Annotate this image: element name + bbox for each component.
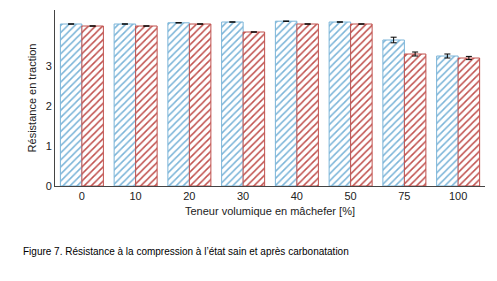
svg-text:2: 2 [46,100,52,112]
svg-text:30: 30 [237,190,249,202]
svg-text:Teneur volumique en mâchefer [: Teneur volumique en mâchefer [%] [185,205,355,217]
svg-text:0: 0 [79,190,85,202]
svg-text:1: 1 [46,140,52,152]
svg-text:100: 100 [449,190,467,202]
svg-text:20: 20 [183,190,195,202]
svg-text:Figure 7. Résistance à la comp: Figure 7. Résistance à la compression à … [23,246,349,257]
svg-text:10: 10 [130,190,142,202]
svg-text:3: 3 [46,60,52,72]
svg-text:Résistance en traction: Résistance en traction [26,44,38,153]
svg-text:75: 75 [398,190,410,202]
svg-text:40: 40 [291,190,303,202]
svg-text:0: 0 [46,180,52,192]
svg-text:50: 50 [345,190,357,202]
